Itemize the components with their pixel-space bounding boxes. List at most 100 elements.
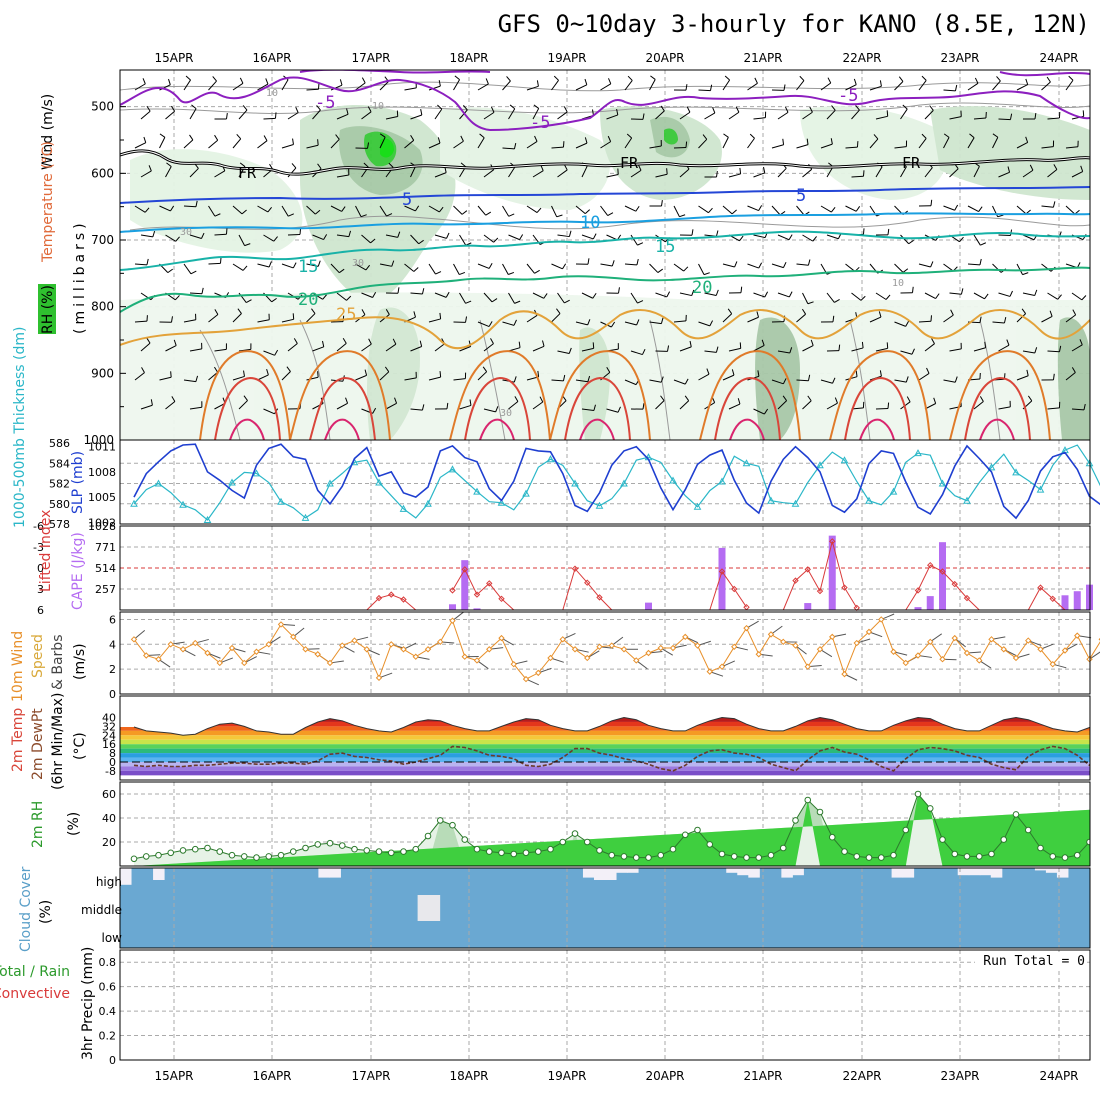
rh-marker: [351, 845, 358, 853]
cloud-middle-cell: [428, 895, 441, 921]
wind-barb-staff: [679, 168, 690, 178]
cloud-high-cell: [891, 868, 904, 878]
wind-barb-flag: [761, 339, 765, 346]
wind-barb-flag: [801, 308, 807, 315]
wind-barb-flag: [784, 106, 789, 113]
wind-barb-flag: [1034, 112, 1037, 120]
wind-barb-staff: [459, 234, 467, 246]
cloud-high-cell: [1056, 868, 1069, 878]
thickness-marker: [448, 465, 457, 473]
wind-barb-staff: [379, 136, 386, 149]
top-date-label: 15APR: [154, 51, 193, 65]
wind-marker: [155, 656, 162, 663]
wind-marker: [265, 641, 272, 648]
wind-barb-staff: [453, 378, 466, 381]
wind-barb: [611, 636, 624, 646]
wind-barb-staff: [845, 205, 857, 212]
wind-barb-staff: [581, 408, 594, 412]
rh-marker: [449, 821, 456, 829]
wind-barb-staff: [1071, 408, 1085, 411]
wind-barb-staff: [428, 318, 441, 323]
wind-barb-staff: [208, 80, 217, 91]
wind-marker: [449, 617, 456, 624]
slp-tick-label: 1008: [88, 466, 116, 479]
wind-barb-flag: [167, 268, 173, 274]
cape-bar: [914, 607, 922, 610]
wind-barb-flag: [493, 237, 499, 243]
thickness-marker: [1036, 485, 1045, 493]
wind-marker: [767, 631, 775, 638]
wind-barb-flag: [384, 366, 390, 373]
wind-barb-flag: [617, 406, 621, 413]
top-date-label: 16APR: [252, 51, 291, 65]
wind-barb-staff: [1016, 263, 1024, 275]
wind-barb-staff: [551, 379, 564, 382]
wind-barb-staff: [330, 205, 342, 212]
thickness-marker: [301, 513, 310, 521]
wind-barb-flag: [709, 84, 713, 91]
wind-barb-staff: [281, 371, 291, 381]
wind-barb-staff: [208, 314, 219, 323]
wind-barb-staff: [796, 379, 809, 382]
wind-barb-flag: [556, 214, 563, 218]
cloud-high-cell: [593, 868, 606, 880]
wind-barb-flag: [171, 396, 176, 402]
wind-barb-flag: [587, 319, 591, 326]
wind-barb-staff: [263, 350, 275, 356]
wind-barb-flag: [482, 366, 488, 372]
wind-barb-flag: [984, 293, 989, 300]
cloud-high-cell: [737, 868, 749, 876]
wind-barb-staff: [992, 321, 1005, 324]
rh-marker: [767, 851, 775, 859]
wind-barb-staff: [918, 263, 931, 268]
wind-barb-flag: [758, 205, 763, 211]
wind-barb-flag: [708, 207, 713, 214]
pressure-tick-label: 800: [91, 300, 114, 314]
wind-barb-staff: [1041, 315, 1053, 323]
wind-marker: [522, 675, 530, 683]
wind-marker: [486, 646, 493, 653]
wind-barb-flag: [979, 316, 982, 323]
wind-barb-flag: [465, 300, 472, 304]
wind-barb-flag: [807, 395, 812, 402]
wind-barb-staff: [704, 292, 717, 296]
temperature-band: [120, 748, 1090, 754]
wind-barb: [819, 648, 833, 658]
wind-barb-staff: [802, 345, 814, 352]
wind-barb-flag: [563, 106, 568, 113]
wind-barb-flag: [666, 291, 671, 298]
wind-barb-staff: [165, 166, 172, 178]
wind-barb-staff: [630, 169, 642, 178]
wind-barb: [476, 660, 489, 670]
wind-barb-staff: [404, 263, 415, 272]
p20-label-1: 20: [298, 290, 318, 310]
wind-barb-staff: [336, 113, 349, 120]
wind-barb-staff: [526, 141, 538, 149]
slp-thickness-panel: 586 584 582 580 578 1011 1008 1005 1002 1000-50…: [12, 327, 1100, 531]
wind-barb-flag: [898, 76, 904, 82]
wind-barb-flag: [379, 133, 386, 138]
li-tick-label: 0: [37, 562, 44, 575]
wind-barb-flag: [950, 309, 954, 316]
wind-barb-staff: [459, 346, 471, 352]
wind-barb-flag: [969, 133, 975, 139]
wind-barb-staff: [624, 205, 637, 212]
wind-barb-staff: [238, 109, 248, 120]
wind-barb-flag: [491, 298, 498, 303]
li-marker: [914, 587, 922, 594]
wind-barb-flag: [370, 238, 376, 244]
li-marker: [449, 587, 456, 594]
top-date-label: 21APR: [743, 51, 782, 65]
bottom-date-label: 15APR: [154, 1069, 193, 1083]
wind-barb-staff: [777, 234, 790, 241]
upper-wind-barbs: [134, 75, 1087, 415]
wind-barb-staff: [140, 234, 153, 238]
thickness-marker: [791, 499, 800, 507]
rh-marker: [314, 841, 322, 848]
rh-marker: [400, 848, 407, 855]
rh-marker: [277, 851, 285, 859]
wind-barb-flag: [749, 133, 755, 139]
wind-barb-staff: [600, 83, 612, 91]
bottom-date-label: 22APR: [842, 1069, 881, 1083]
wind-marker: [853, 639, 860, 647]
